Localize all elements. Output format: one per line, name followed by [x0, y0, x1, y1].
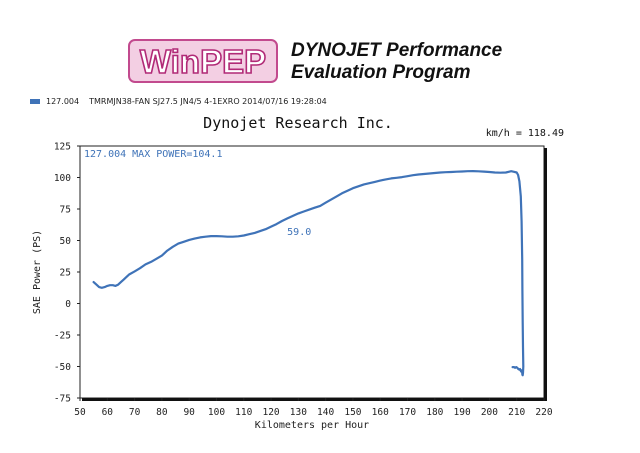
y-tick-label: 50 — [60, 236, 72, 247]
legend-run-description: TMRMJN38-FAN SJ27.5 JN4/5 4-1EXRO 2014/0… — [89, 96, 327, 106]
x-tick-label: 160 — [372, 407, 389, 418]
y-tick-label: 25 — [60, 268, 71, 279]
run-legend: 127.004 TMRMJN38-FAN SJ27.5 JN4/5 4-1EXR… — [30, 95, 327, 107]
x-tick-label: 120 — [262, 407, 279, 418]
company-title: Dynojet Research Inc. — [203, 114, 393, 132]
program-title: DYNOJET Performance Evaluation Program — [291, 40, 502, 84]
logo-text: WinPEP — [140, 43, 266, 80]
x-tick-label: 180 — [426, 407, 443, 418]
power-curve-line — [92, 170, 525, 377]
cursor-value-annotation: 59.0 — [287, 227, 311, 238]
x-tick-label: 190 — [454, 407, 471, 418]
y-tick-label: -50 — [54, 362, 71, 373]
x-tick-label: 80 — [156, 407, 168, 418]
plot-frame — [79, 145, 545, 399]
x-tick-label: 90 — [183, 407, 195, 418]
x-tick-label: 110 — [235, 407, 252, 418]
y-tick-label: 75 — [60, 205, 71, 216]
y-tick-label: -25 — [54, 331, 71, 342]
legend-run-id: 127.004 — [46, 96, 80, 106]
x-tick-label: 70 — [129, 407, 141, 418]
x-tick-label: 100 — [208, 407, 225, 418]
x-tick-label: 50 — [74, 407, 86, 418]
x-tick-label: 220 — [535, 407, 552, 418]
x-tick-label: 150 — [344, 407, 361, 418]
max-power-annotation: 127.004 MAX POWER=104.1 — [84, 149, 222, 160]
x-axis-label: Kilometers per Hour — [255, 420, 369, 431]
winpep-logo-graphic: WinPEP — [128, 39, 278, 83]
speed-readout: km/h = 118.49 — [485, 128, 564, 139]
x-tick-label: 170 — [399, 407, 416, 418]
winpep-logo: WinPEP — [128, 38, 278, 84]
y-tick-label: 0 — [65, 299, 71, 310]
x-tick-label: 210 — [508, 407, 525, 418]
x-tick-label: 200 — [481, 407, 498, 418]
legend-swatch — [30, 98, 40, 104]
program-title-line2: Evaluation Program — [291, 62, 471, 83]
x-tick-label: 130 — [290, 407, 307, 418]
program-title-line1: DYNOJET Performance — [291, 40, 503, 61]
x-tick-label: 60 — [102, 407, 114, 418]
y-axis-label: SAE Power (PS) — [32, 230, 43, 314]
y-tick-label: 125 — [54, 142, 71, 153]
y-tick-label: -75 — [54, 394, 71, 405]
x-tick-label: 140 — [317, 407, 334, 418]
y-tick-label: 100 — [54, 173, 71, 184]
